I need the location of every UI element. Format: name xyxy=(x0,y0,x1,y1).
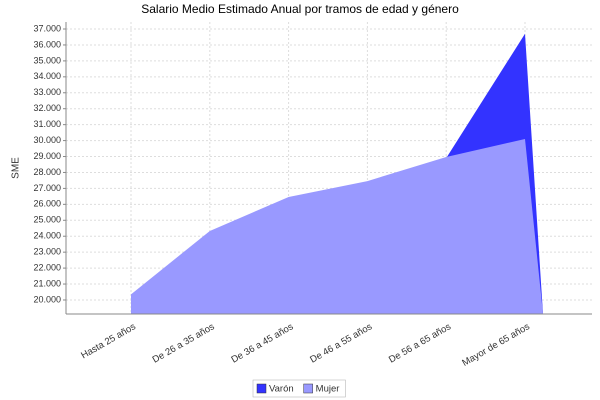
legend-swatch xyxy=(256,383,267,394)
y-tick-label: 26.000 xyxy=(33,199,61,209)
y-tick-label: 32.000 xyxy=(33,103,61,113)
y-tick-label: 20.000 xyxy=(33,294,61,304)
y-tick-label: 24.000 xyxy=(33,231,61,241)
y-tick-label: 34.000 xyxy=(33,71,61,81)
y-tick-label: 21.000 xyxy=(33,278,61,288)
y-tick-label: 22.000 xyxy=(33,262,61,272)
legend-border xyxy=(252,379,346,398)
y-tick-label: 36.000 xyxy=(33,39,61,49)
legend-label: Mujer xyxy=(316,384,340,395)
y-tick-label: 37.000 xyxy=(33,23,61,33)
legend-swatch xyxy=(303,383,313,394)
area xyxy=(131,138,543,314)
chart-title: Salario Medio Estimado Anual por tramos … xyxy=(141,2,459,16)
y-tick-label: 25.000 xyxy=(33,215,61,225)
y-tick-label: 28.000 xyxy=(33,167,61,177)
y-tick-label: 30.000 xyxy=(33,135,61,145)
y-tick-label: 31.000 xyxy=(33,119,61,129)
y-tick-label: 29.000 xyxy=(33,151,61,161)
y-tick-label: 35.000 xyxy=(33,55,61,65)
y-tick-label: 33.000 xyxy=(33,87,61,97)
y-tick-label: 23.000 xyxy=(33,247,61,257)
y-axis-label: SME xyxy=(11,157,22,179)
legend-label: Varón xyxy=(269,384,294,395)
y-tick-label: 27.000 xyxy=(33,183,61,193)
